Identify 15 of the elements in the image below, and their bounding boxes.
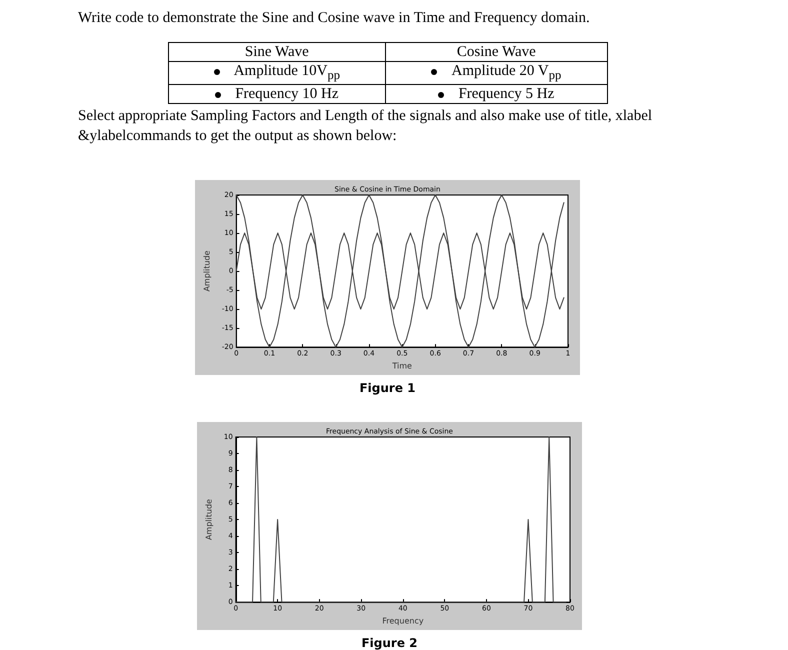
text: Select appropriate Sampling Factors and Length of the signals and also make use of title, xlabel &ylabelcommands to get the output as shown below:	[78, 107, 654, 146]
text: Frequency 5 Hz	[385, 84, 608, 104]
text: Cosine Wave	[385, 42, 608, 62]
y-axis-title: Amplitude	[202, 250, 212, 292]
text: Write code to demonstrate the Sine and Cosine wave in Time and Frequency domain.	[78, 9, 591, 28]
line-series	[236, 194, 564, 348]
y-axis-title: Amplitude	[204, 498, 214, 540]
text: Sine Wave	[168, 42, 386, 62]
text: Amplitude 20 V$_{pp}$	[385, 62, 608, 84]
x-axis-title: Frequency	[382, 616, 424, 626]
x-axis-title: Time	[391, 362, 412, 370]
text: Amplitude 10V$_{pp}$	[168, 62, 386, 84]
text: Frequency 10 Hz	[168, 84, 386, 104]
caption: Figure 2	[360, 636, 419, 650]
caption: Figure 1	[358, 381, 417, 395]
